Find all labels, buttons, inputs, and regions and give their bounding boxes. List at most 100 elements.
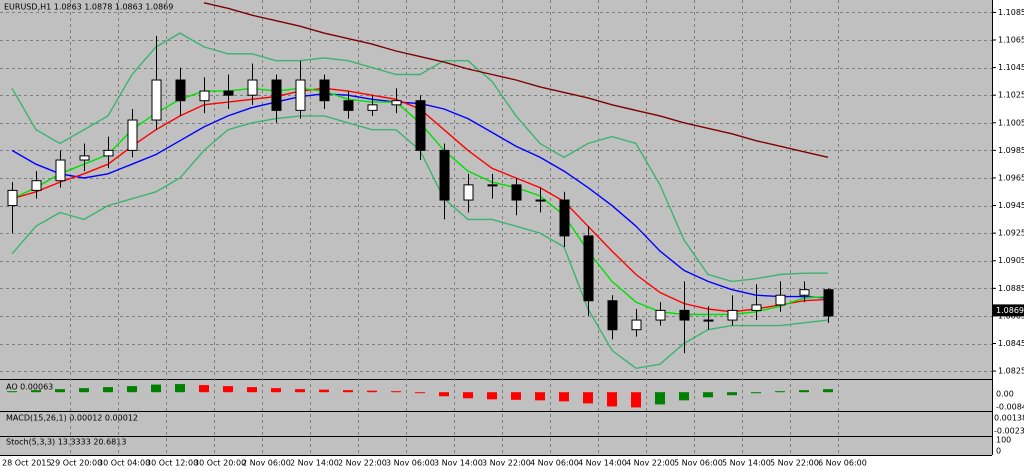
ao-bar	[559, 392, 569, 402]
time-label: 4 Nov 06:00	[530, 459, 579, 468]
time-label: 3 Nov 14:00	[434, 459, 483, 468]
candle-body	[535, 199, 546, 202]
time-label: 4 Nov 14:00	[578, 459, 627, 468]
stoch-axis-label: 100	[996, 436, 1011, 445]
time-label: 30 Oct 20:00	[194, 459, 246, 468]
candle-body	[607, 300, 618, 331]
candle-body	[223, 90, 234, 96]
candle-body	[343, 100, 354, 111]
candle-body	[463, 184, 474, 201]
ao-bar	[703, 392, 713, 398]
candle-body	[415, 100, 426, 151]
time-label: 4 Nov 22:00	[626, 459, 675, 468]
ao-bar	[199, 385, 209, 393]
candle-body	[679, 309, 690, 321]
ao-bar	[319, 389, 329, 393]
time-label: 6 Nov 06:00	[818, 459, 867, 468]
candle-body	[655, 309, 666, 321]
time-label: 2 Nov 22:00	[338, 459, 387, 468]
stoch-label: Stoch(5,3,3) 13.3333 20.6813	[6, 438, 126, 447]
ao-bar	[343, 390, 353, 393]
ao-bar	[175, 384, 185, 393]
candle-body	[439, 149, 450, 201]
candle-body	[319, 79, 330, 102]
current-price-box	[993, 304, 1024, 317]
time-label: 5 Nov 22:00	[770, 459, 819, 468]
candle-body	[175, 79, 186, 102]
candle-body	[247, 79, 258, 96]
time-label: 3 Nov 06:00	[386, 459, 435, 468]
candle-body	[199, 90, 210, 102]
ao-bar	[583, 392, 593, 404]
candle-body	[7, 189, 18, 207]
ao-axis-label: 0.00	[996, 390, 1014, 399]
ao-bar	[487, 392, 497, 400]
candle-body	[367, 104, 378, 111]
ao-bar	[271, 388, 281, 393]
candle-body	[271, 79, 282, 111]
ao-bar	[751, 392, 761, 394]
y-tick-label: 1.0945	[998, 201, 1024, 210]
candle-body	[511, 184, 522, 201]
current-price-label: 1.0869	[996, 306, 1024, 315]
time-label: 5 Nov 14:00	[722, 459, 771, 468]
time-label: 30 Oct 12:00	[146, 459, 198, 468]
ao-bar	[679, 392, 689, 401]
ao-bar	[247, 387, 257, 393]
candle-body	[127, 119, 138, 151]
time-label: 3 Nov 22:00	[482, 459, 531, 468]
candle-body	[823, 289, 834, 317]
ao-bar	[367, 390, 377, 393]
candle-body	[55, 159, 66, 182]
ao-bar	[79, 388, 89, 393]
y-tick-label: 1.0825	[998, 367, 1024, 376]
candle-body	[487, 184, 498, 187]
time-label: 5 Nov 06:00	[674, 459, 723, 468]
indicator-line	[203, 2, 829, 158]
time-label: 28 Oct 2015	[2, 459, 51, 468]
ao-bar	[463, 392, 473, 399]
ao-bar	[799, 390, 809, 393]
ao-bar	[127, 386, 137, 393]
plot-background	[0, 0, 992, 455]
ao-bar	[415, 392, 425, 394]
candle-body	[151, 79, 162, 121]
y-tick-label: 1.0965	[998, 173, 1024, 182]
ao-label: AO 0.00063	[6, 383, 53, 392]
ao-bar	[391, 391, 401, 393]
macd-label: MACD(15,26,1) 0.00012 0.00012	[6, 414, 138, 423]
ao-bar	[727, 392, 737, 396]
candle-body	[31, 180, 42, 191]
candle-body	[775, 294, 786, 306]
ao-axis-label: -0.00842	[996, 403, 1024, 412]
candle-body	[295, 79, 306, 111]
ao-bar	[439, 392, 449, 397]
time-label: 29 Oct 20:00	[50, 459, 102, 468]
ao-bar	[655, 392, 665, 405]
ao-bar	[151, 384, 161, 393]
candle-body	[583, 235, 594, 302]
ao-bar	[607, 392, 617, 407]
y-tick-label: 1.1025	[998, 91, 1024, 100]
y-tick-label: 1.0925	[998, 229, 1024, 238]
candle-body	[799, 289, 810, 296]
time-label: 2 Nov 14:00	[290, 459, 339, 468]
stoch-axis-label: 0	[996, 447, 1001, 456]
ao-bar	[31, 390, 41, 393]
ao-bar	[823, 389, 833, 393]
ao-bar	[775, 391, 785, 393]
y-tick-label: 1.0845	[998, 339, 1024, 348]
y-tick-label: 1.0885	[998, 284, 1024, 293]
candle-body	[103, 149, 114, 157]
candle-body	[703, 319, 714, 322]
candle-body	[391, 100, 402, 106]
time-label: 30 Oct 04:00	[98, 459, 150, 468]
y-tick-label: 1.1065	[998, 36, 1024, 45]
time-label: 2 Nov 06:00	[242, 459, 291, 468]
y-tick-label: 1.1005	[998, 118, 1024, 127]
candle-body	[727, 309, 738, 321]
y-tick-label: 1.1045	[998, 63, 1024, 72]
ao-bar	[55, 389, 65, 393]
